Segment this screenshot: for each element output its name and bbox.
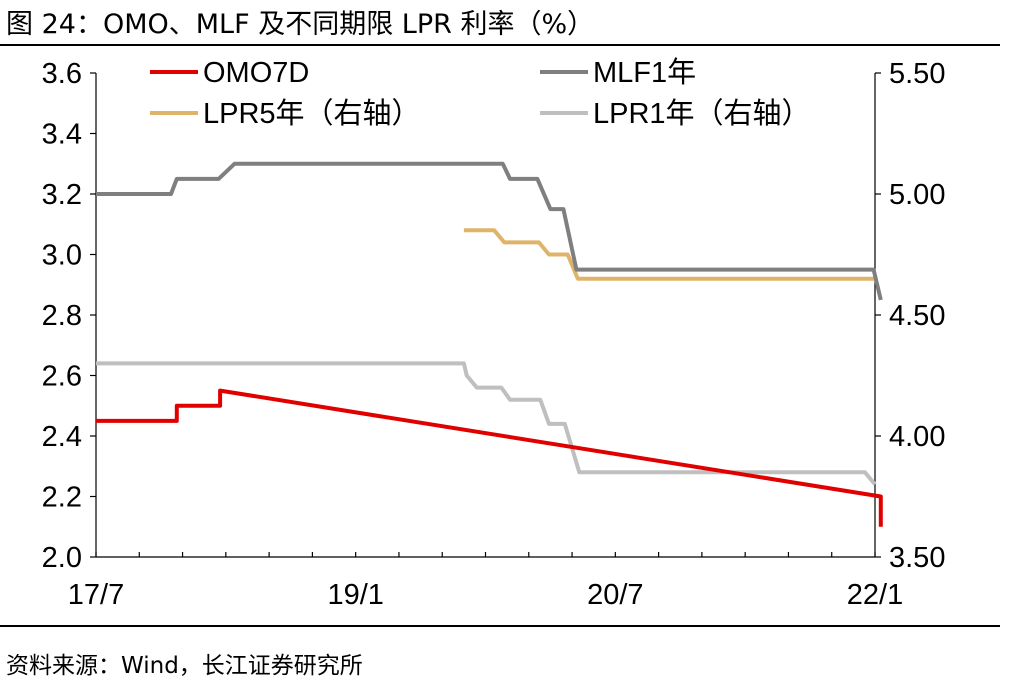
y-right-tick-label: 4.00: [889, 421, 945, 453]
axes: 2.0 2.2 2.4 2.6 2.8 3.0 3.2 3.4 3.6 3.50 4.00 4.50 5…: [42, 58, 946, 611]
y-right-tick-label: 4.50: [889, 300, 945, 332]
series-line-2: [463, 228, 875, 281]
source-note: 资料来源：Wind，长江证券研究所: [6, 653, 363, 679]
legend-label: MLF1年: [593, 56, 696, 89]
y-left-tick-label: 3.6: [42, 58, 82, 90]
y-left-tick-label: 2.4: [42, 421, 82, 453]
legend-label: LPR5年（右轴）: [203, 97, 421, 130]
chart-title: 图 24：OMO、MLF 及不同期限 LPR 利率（%）: [6, 9, 595, 40]
legend-label: OMO7D: [203, 57, 309, 89]
y-left-tick-label: 2.6: [42, 361, 82, 393]
y-left-tick-label: 3.0: [42, 240, 82, 272]
y-left-tick-label: 2.0: [42, 542, 82, 574]
series-line-3: [96, 361, 877, 486]
y-left-tick-label: 3.2: [42, 179, 82, 211]
x-tick-label: 17/7: [68, 579, 124, 611]
y-left-tick-label: 2.2: [42, 482, 82, 514]
y-right-tick-label: 5.00: [889, 179, 945, 211]
x-tick-label: 22/1: [847, 579, 903, 611]
x-tick-label: 20/7: [587, 579, 643, 611]
series-line-1: [96, 161, 883, 301]
x-tick-label: 19/1: [327, 579, 383, 611]
series-line-0: [96, 388, 883, 527]
source-rule: [0, 625, 1000, 627]
legend: OMO7D MLF1年 LPR5年（右轴） LPR1年（右轴）: [150, 56, 811, 130]
y-right-tick-label: 3.50: [889, 542, 945, 574]
legend-label: LPR1年（右轴）: [593, 97, 811, 130]
y-right-tick-label: 5.50: [889, 58, 945, 90]
title-rule: [0, 44, 1000, 46]
y-left-tick-label: 3.4: [42, 119, 82, 151]
y-left-tick-label: 2.8: [42, 300, 82, 332]
series-layer: [96, 161, 883, 527]
